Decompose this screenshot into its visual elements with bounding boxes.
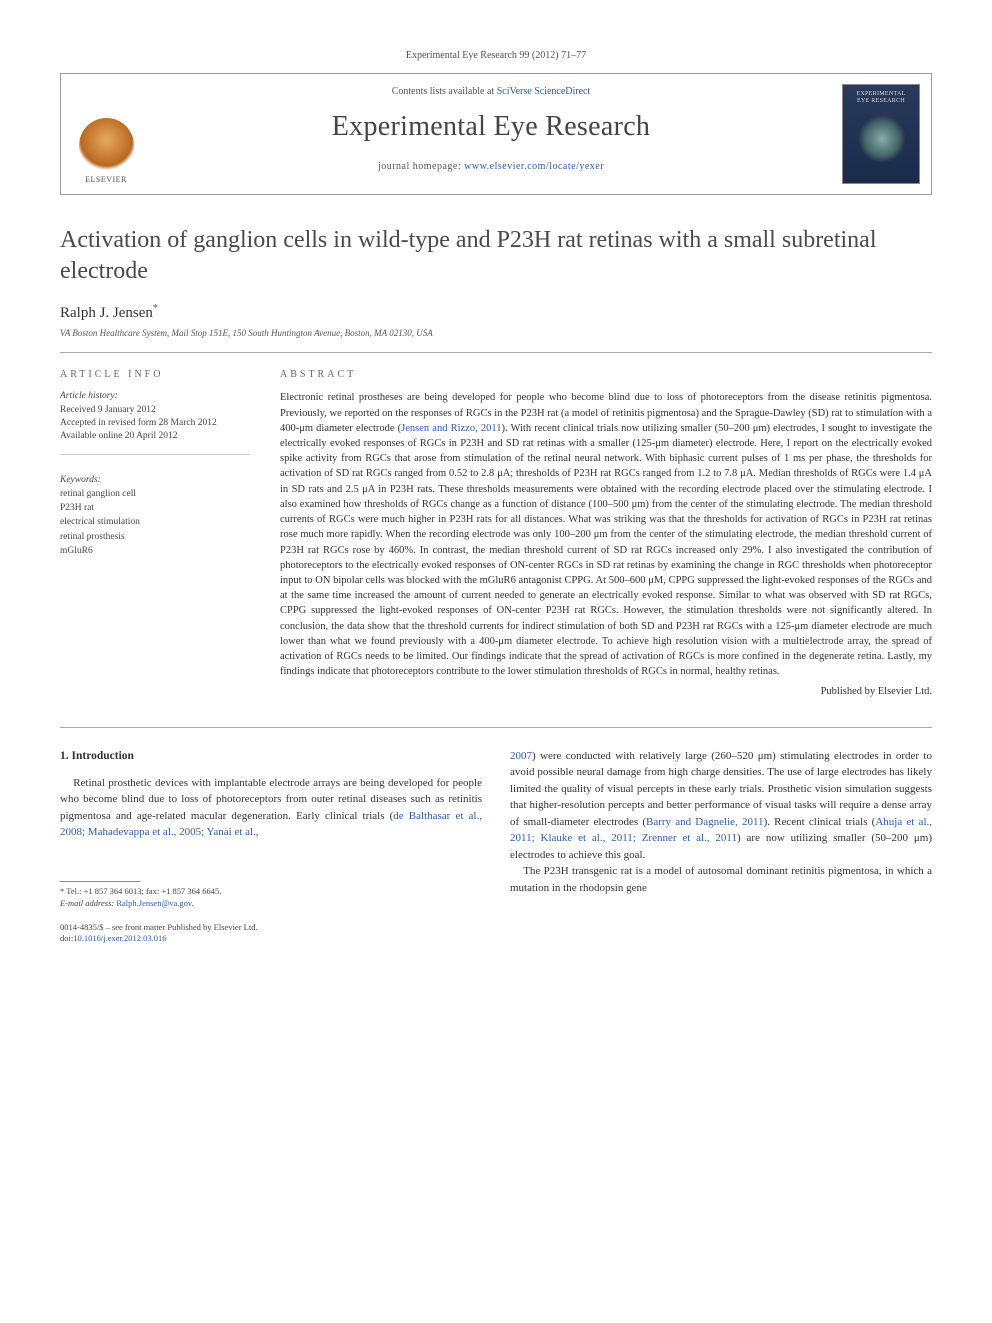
homepage-link[interactable]: www.elsevier.com/locate/yexer (464, 161, 604, 172)
keyword: P23H rat (60, 501, 250, 515)
received-date: Received 9 January 2012 (60, 404, 250, 417)
footnote-period: . (219, 886, 221, 896)
email-label: E-mail address: (60, 898, 116, 908)
doi-link[interactable]: 10.1016/j.exer.2012.03.016 (73, 933, 166, 943)
intro-paragraph-1: Retinal prosthetic devices with implanta… (60, 775, 482, 841)
author-name: Ralph J. Jensen (60, 305, 153, 321)
corresponding-marker: * (153, 303, 158, 314)
ref-link[interactable]: Barry and Dagnelie, 2011 (646, 816, 764, 828)
divider (60, 727, 932, 728)
section-heading: 1. Introduction (60, 748, 482, 765)
intro-paragraph-1-cont: 2007) were conducted with relatively lar… (510, 748, 932, 864)
footnote-rule (60, 881, 140, 882)
abstract-label: ABSTRACT (280, 369, 932, 380)
sciencedirect-link[interactable]: SciVerse ScienceDirect (497, 86, 591, 97)
keyword: electrical stimulation (60, 515, 250, 529)
citation: Experimental Eye Research 99 (2012) 71–7… (60, 50, 932, 61)
article-history: Article history: Received 9 January 2012… (60, 390, 250, 454)
ref-link[interactable]: 2007 (510, 750, 532, 762)
body-column-right: 2007) were conducted with relatively lar… (510, 748, 932, 946)
contents-prefix: Contents lists available at (392, 86, 497, 97)
article-title: Activation of ganglion cells in wild-typ… (60, 225, 932, 287)
elsevier-tree-icon (79, 118, 134, 173)
journal-homepage: journal homepage: www.elsevier.com/locat… (161, 161, 821, 172)
footnote-period2: . (192, 898, 194, 908)
author-line: Ralph J. Jensen* (60, 303, 932, 322)
cover-thumb-area: EXPERIMENTAL EYE RESEARCH (831, 74, 931, 194)
keyword: retinal ganglion cell (60, 487, 250, 501)
body-column-left: 1. Introduction Retinal prosthetic devic… (60, 748, 482, 946)
corresponding-footnote: * Tel.: +1 857 364 6013; fax: +1 857 364… (60, 886, 482, 910)
cover-line-2: EYE RESEARCH (857, 98, 905, 104)
footer-meta: 0014-4835/$ – see front matter Published… (60, 922, 482, 946)
affiliation: VA Boston Healthcare System, Mail Stop 1… (60, 328, 932, 338)
keywords-head: Keywords: (60, 473, 250, 487)
email-link[interactable]: Ralph.Jensen@va.gov (116, 898, 191, 908)
tel-number: +1 857 364 6013 (84, 886, 142, 896)
article-info-label: ARTICLE INFO (60, 369, 250, 380)
doi-prefix: doi: (60, 933, 73, 943)
journal-header: ELSEVIER Contents lists available at Sci… (60, 73, 932, 195)
published-by: Published by Elsevier Ltd. (280, 686, 932, 697)
accepted-date: Accepted in revised form 28 March 2012 (60, 417, 250, 430)
abstract-text: Electronic retinal prostheses are being … (280, 390, 932, 679)
keywords: Keywords: retinal ganglion cell P23H rat… (60, 473, 250, 559)
issn-line: 0014-4835/$ – see front matter Published… (60, 922, 482, 934)
fax-label: ; fax: (142, 886, 162, 896)
abstract-ref-link[interactable]: Jensen and Rizzo, 2011 (401, 423, 501, 434)
fax-number: +1 857 364 6645 (161, 886, 219, 896)
keyword: mGluR6 (60, 544, 250, 558)
intro-paragraph-2: The P23H transgenic rat is a model of au… (510, 863, 932, 896)
intro-text-mid2: ). Recent clinical trials ( (764, 816, 876, 828)
contents-available: Contents lists available at SciVerse Sci… (161, 86, 821, 97)
divider (60, 352, 932, 353)
online-date: Available online 20 April 2012 (60, 430, 250, 443)
history-head: Article history: (60, 390, 250, 403)
publisher-name: ELSEVIER (85, 175, 127, 184)
journal-title: Experimental Eye Research (161, 111, 821, 143)
abstract-post: ). With recent clinical trials now utili… (280, 423, 932, 678)
publisher-logo-area: ELSEVIER (61, 74, 151, 194)
cover-line-1: EXPERIMENTAL (856, 91, 905, 97)
keyword: retinal prosthesis (60, 530, 250, 544)
elsevier-logo: ELSEVIER (71, 104, 141, 184)
tel-label: * Tel.: (60, 886, 84, 896)
journal-cover-thumbnail: EXPERIMENTAL EYE RESEARCH (842, 84, 920, 184)
homepage-prefix: journal homepage: (378, 161, 464, 172)
